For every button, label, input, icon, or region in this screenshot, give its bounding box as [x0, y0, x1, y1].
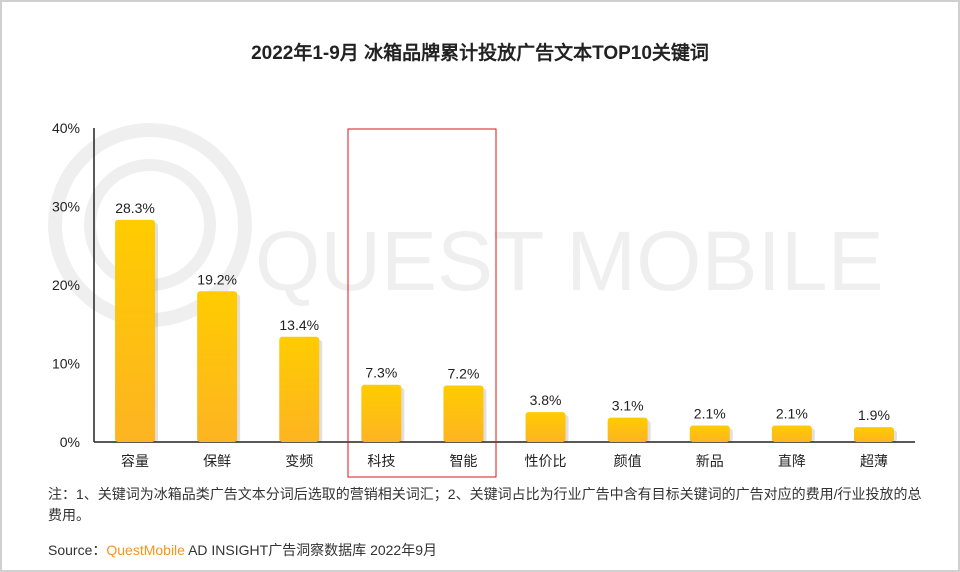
data-label: 1.9%: [858, 407, 890, 423]
bar: [607, 417, 648, 442]
y-tick-label: 30%: [52, 199, 80, 215]
bar: [525, 412, 566, 442]
source-text: AD INSIGHT广告洞察数据库 2022年9月: [184, 542, 438, 558]
chart-title: 2022年1-9月 冰箱品牌累计投放广告文本TOP10关键词: [251, 43, 709, 64]
footnote: 注：1、关键词为冰箱品类广告文本分词后选取的营销相关词汇；2、关键词占比为行业广…: [48, 486, 922, 523]
x-tick-label: 直降: [778, 453, 806, 469]
bar: [443, 385, 484, 442]
y-tick-label: 40%: [52, 120, 80, 136]
bar: [361, 384, 402, 442]
data-label: 28.3%: [115, 200, 155, 216]
y-tick-label: 20%: [52, 277, 80, 293]
x-tick-label: 超薄: [860, 453, 888, 469]
source-brand: QuestMobile: [106, 542, 185, 558]
x-tick-label: 容量: [121, 453, 149, 469]
x-tick-label: 新品: [696, 453, 724, 469]
data-label: 19.2%: [197, 271, 237, 287]
x-tick-label: 变频: [285, 453, 313, 469]
source-label: Source：: [48, 542, 107, 558]
data-label: 7.3%: [365, 365, 397, 381]
bar: [689, 425, 730, 442]
data-label: 2.1%: [776, 406, 808, 422]
highlight-box: [347, 128, 497, 478]
x-tick-label: 保鲜: [203, 453, 231, 469]
bar: [853, 427, 894, 442]
x-tick-label: 智能: [449, 453, 477, 469]
bar: [279, 336, 320, 442]
bar: [197, 291, 238, 442]
data-label: 3.8%: [530, 392, 562, 408]
bar: [115, 219, 156, 442]
data-label: 3.1%: [612, 398, 644, 414]
x-tick-label: 科技: [367, 453, 395, 469]
data-label: 2.1%: [694, 406, 726, 422]
x-tick-label: 性价比: [525, 453, 567, 469]
watermark-logo: QUEST MOBILE: [48, 123, 884, 327]
source-line: Source：QuestMobile AD INSIGHT广告洞察数据库 202…: [48, 540, 437, 560]
y-tick-label: 0%: [60, 434, 80, 450]
data-label: 7.2%: [447, 365, 479, 381]
data-label: 13.4%: [279, 317, 319, 333]
y-tick-label: 10%: [52, 356, 80, 372]
x-tick-label: 颜值: [614, 453, 642, 469]
bar: [771, 425, 812, 442]
watermark-text: QUEST MOBILE: [255, 214, 884, 308]
